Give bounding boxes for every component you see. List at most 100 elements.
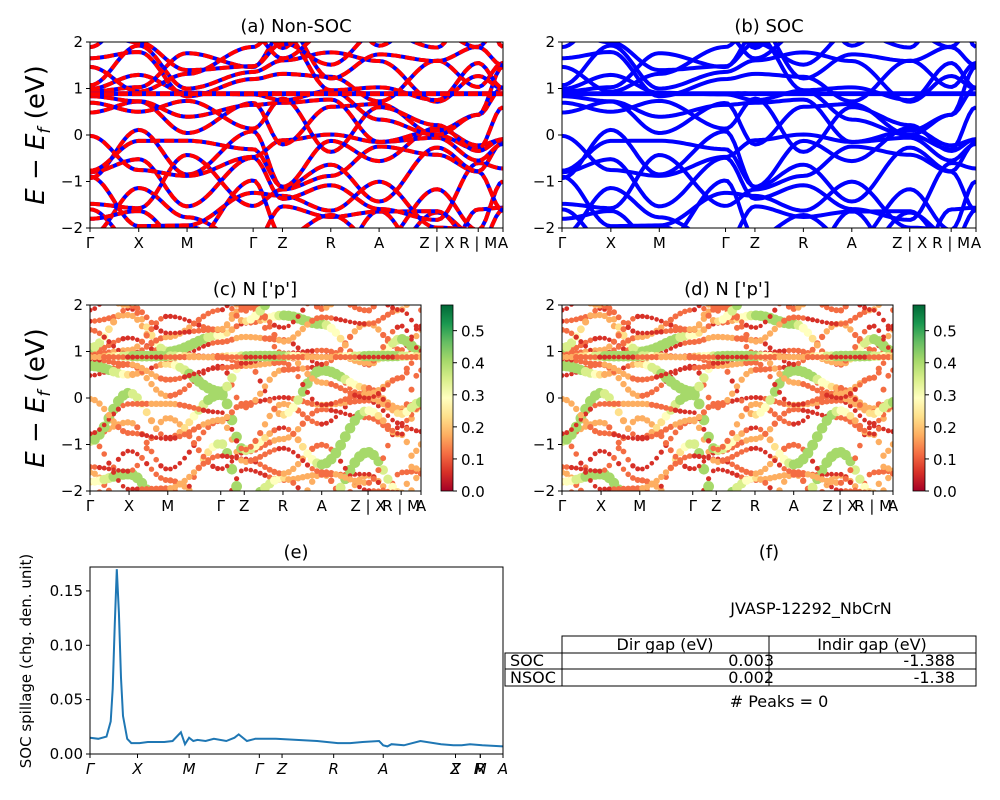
panel-d-point [885, 372, 892, 379]
panel-d-point [739, 398, 745, 404]
panel-d-point [753, 425, 759, 431]
panel-c-point [129, 346, 136, 353]
panel-c-point [290, 479, 297, 486]
panel-d-point [596, 361, 603, 368]
panel-d-point [592, 451, 598, 457]
panel-c-point [96, 464, 103, 471]
panel-c-point [105, 315, 112, 322]
panel-c-point [139, 431, 145, 438]
panel-c-point [228, 363, 235, 370]
panel-c-point [276, 354, 282, 360]
panel-c-point [233, 363, 240, 370]
panel-b-band [562, 127, 976, 204]
panel-d-point [663, 405, 669, 411]
panel-d-point [885, 323, 891, 329]
xtick-label: X [596, 497, 606, 515]
panel-d-point [582, 298, 588, 304]
panel-a-bands [90, 42, 503, 228]
panel-c-point [408, 386, 415, 393]
panel-c-point [314, 407, 320, 414]
panel-b-band [562, 64, 976, 138]
panel-d-point [734, 388, 740, 394]
panel-d-point [800, 348, 807, 355]
panel-d-point [601, 401, 608, 407]
panel-d-point [838, 354, 844, 360]
panel-c-point [210, 463, 216, 469]
panel-d-point [856, 402, 863, 408]
panel-d-point [630, 354, 636, 360]
panel-d-point [610, 364, 618, 372]
panel-d-point [875, 365, 882, 372]
panel-d-point [814, 474, 821, 481]
ytick-label: −2 [533, 482, 555, 500]
panel-d-point [814, 387, 821, 394]
panel-a-band-red [90, 64, 503, 138]
panel-c-point [163, 436, 169, 442]
panel-c-point [158, 463, 164, 469]
panel-c-point [399, 431, 405, 437]
table-header-indir-gap: Indir gap (eV) [817, 635, 927, 654]
panel-c-point [138, 400, 146, 407]
panel-d-point [672, 353, 679, 361]
panel-d-point [790, 347, 797, 354]
panel-c-point [200, 407, 207, 413]
panel-d-point [719, 333, 726, 341]
panel-d-point [587, 337, 594, 344]
panel-c-point [262, 388, 268, 394]
panel-d-point [757, 426, 764, 433]
panel-c-point [413, 447, 420, 454]
panel-d-point [620, 485, 627, 491]
panel-c-point [290, 319, 296, 325]
panel-d-point [658, 483, 664, 489]
panel-c-point [290, 430, 297, 437]
panel-d-point [672, 327, 679, 334]
panel-c-point [116, 347, 121, 353]
panel-c-point [328, 315, 335, 321]
panel-c-point [328, 305, 335, 308]
panel-d-point [564, 306, 570, 311]
panel-d-point [573, 334, 579, 340]
panel-d-point [592, 307, 598, 314]
panel-c-point [91, 327, 98, 334]
panel-d-point [781, 298, 787, 304]
xtick-label: A [789, 497, 800, 515]
panel-d-point [771, 325, 778, 333]
panel-d-point [587, 312, 594, 319]
panel-d-point [786, 468, 792, 474]
panel-c-point [342, 387, 349, 394]
panel-d-point [781, 472, 788, 479]
panel-c-point [362, 305, 367, 306]
panel-d-point [667, 447, 674, 454]
panel-c-point [304, 365, 311, 371]
panel-d-point [568, 317, 575, 324]
panel-c-point [385, 382, 391, 388]
xtick-label: Z [277, 234, 287, 252]
panel-d-point [701, 459, 707, 464]
panel-c-point [309, 400, 316, 407]
panel-d-point [871, 323, 877, 329]
panel-d-point [720, 360, 726, 365]
panel-d-point [809, 385, 816, 392]
panel-d-point [662, 440, 670, 447]
panel-c-point [177, 375, 183, 382]
panel-d-point [587, 354, 594, 360]
panel-d-point [833, 354, 839, 360]
xtick-label: Z [750, 234, 760, 252]
panel-c-point [380, 408, 386, 413]
panel-d-point [800, 353, 807, 361]
panel-d-point [795, 379, 802, 387]
panel-c-point [294, 330, 302, 337]
panel-d-point [852, 488, 859, 491]
panel-d-point [785, 353, 793, 361]
panel-d-point [658, 372, 664, 379]
panel-c-point [304, 321, 311, 328]
panel-c-point [158, 354, 164, 360]
xtick-label: R | M [932, 234, 970, 252]
ytick-label: 0 [73, 389, 83, 407]
panel-c-point [205, 367, 211, 372]
xtick-label: A [317, 497, 328, 515]
panel-d-point [667, 464, 674, 471]
panel-d-point [614, 408, 623, 417]
panel-d-point [800, 418, 806, 424]
panel-c-colorbar [440, 304, 454, 492]
